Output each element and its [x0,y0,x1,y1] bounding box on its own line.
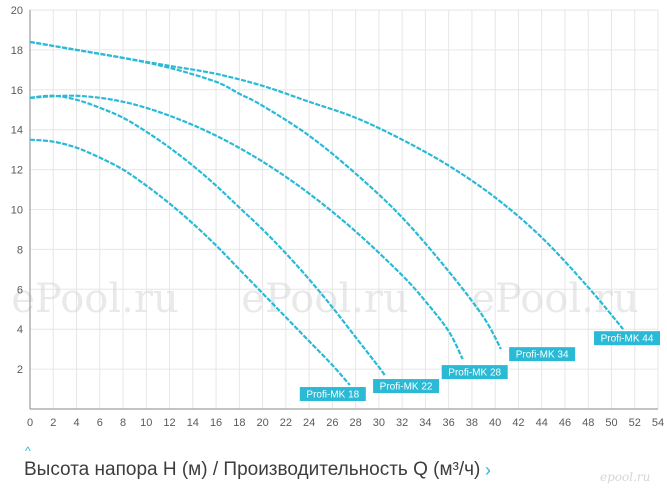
y-tick-label: 4 [17,324,23,336]
x-tick-label: 26 [326,417,338,429]
curve-profi-mk-22 [29,94,386,376]
x-tick-label: 2 [50,417,56,429]
x-tick-label: 40 [489,417,501,429]
site-logo: epool.ru [600,470,651,484]
x-tick-label: 38 [466,417,478,429]
x-tick-label: 28 [350,417,362,429]
watermark-text: ePool.ru [471,276,639,322]
x-tick-label: 20 [256,417,268,429]
y-tick-label: 8 [17,244,23,256]
x-tick-label: 54 [652,417,664,429]
y-tick-label: 18 [11,45,23,57]
x-tick-label: 24 [303,417,315,429]
label-text: Profi-MK 28 [448,368,501,379]
curves [29,40,624,386]
x-tick-label: 12 [163,417,175,429]
curve-profi-mk-28 [29,94,464,360]
grid [30,9,659,409]
curve-labels: Profi-MK 18 Profi-MK 22 Profi-MK 28 Profi-M… [299,331,661,402]
curve-profi-mk-18 [29,138,351,386]
label-badge [441,365,508,380]
y-tick-label: 12 [11,165,23,177]
watermark-text: ePool.ru [241,276,409,322]
label-badge [594,331,661,346]
label-text: Profi-MK 22 [380,382,433,393]
label-text: Profi-MK 34 [516,350,569,361]
x-tick-label: 4 [73,417,79,429]
watermark-layer: ePool.ru ePool.ru ePool.ru [11,276,639,322]
label-text: Profi-MK 18 [306,390,359,401]
x-tick-label: 50 [605,417,617,429]
x-tick-label: 6 [97,417,103,429]
label-badge [299,387,366,402]
x-tick-label: 52 [629,417,641,429]
label-profi-mk-18: Profi-MK 18 [299,387,366,402]
y-tick-label: 6 [17,284,23,296]
x-tick-label: 14 [187,417,199,429]
label-badge [373,379,440,394]
x-tick-label: 34 [419,417,431,429]
axis-caption: Высота напора H (м) / Производительность… [24,459,481,480]
curve-profi-mk-44 [29,40,624,330]
x-tick-label: 42 [512,417,524,429]
label-profi-mk-22: Profi-MK 22 [373,379,440,394]
pump-curve-chart: ePool.ru ePool.ru ePool.ru 0 2 4 6 8 10 12 14 16 18… [11,5,664,429]
x-tick-label: 16 [210,417,222,429]
x-tick-label: 8 [120,417,126,429]
y-tick-label: 2 [17,364,23,376]
label-profi-mk-44: Profi-MK 44 [594,331,661,346]
label-text: Profi-MK 44 [601,334,654,345]
caption-right-mark: › [485,460,491,480]
label-badge [509,347,576,362]
y-tick-label: 16 [11,85,23,97]
x-tick-label: 22 [280,417,292,429]
label-profi-mk-34: Profi-MK 34 [509,347,576,362]
y-tick-label: 10 [11,205,23,217]
label-profi-mk-28: Profi-MK 28 [441,365,508,380]
tick-labels: 0 2 4 6 8 10 12 14 16 18 20 22 24 26 28 30 32 34 36 38 40 42 4… [11,5,664,429]
x-tick-label: 36 [443,417,455,429]
y-tick-label: 20 [11,5,23,17]
x-tick-label: 30 [373,417,385,429]
caption-left-mark: ^ [25,444,31,458]
x-tick-label: 46 [559,417,571,429]
axes [29,10,658,410]
y-tick-label: 14 [11,125,23,137]
x-tick-label: 0 [27,417,33,429]
x-tick-label: 18 [233,417,245,429]
watermark-text: ePool.ru [11,276,179,322]
x-tick-label: 10 [140,417,152,429]
x-tick-label: 32 [396,417,408,429]
x-tick-label: 48 [582,417,594,429]
x-tick-label: 44 [536,417,548,429]
